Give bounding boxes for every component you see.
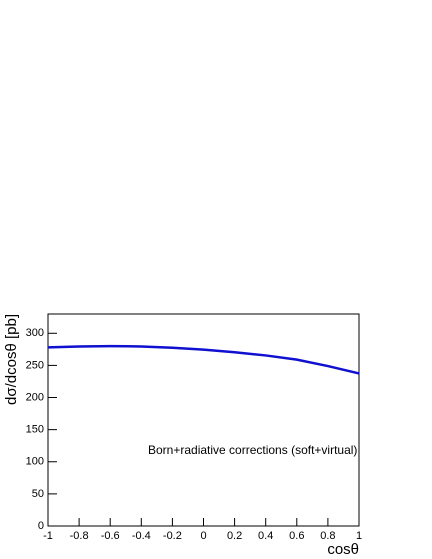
x-tick-label: 0.2 — [227, 530, 242, 542]
y-axis-title: dσ/dcosθ [pb] — [3, 314, 20, 405]
y-tick-label: 50 — [32, 488, 44, 500]
y-tick-label: 250 — [26, 359, 44, 371]
x-tick-label: 1 — [356, 530, 362, 542]
x-tick-label: -1 — [43, 530, 53, 542]
x-axis-title: cosθ — [327, 541, 359, 558]
x-tick-label: -0.4 — [132, 530, 151, 542]
y-tick-label: 300 — [26, 327, 44, 339]
x-tick-label: -0.6 — [101, 530, 120, 542]
annotation: Born+radiative corrections (soft+virtual… — [148, 443, 357, 457]
y-tick-label: 200 — [26, 391, 44, 403]
data-line — [47, 344, 360, 375]
x-tick-label: -0.2 — [163, 530, 182, 542]
y-tick-label: 100 — [26, 456, 44, 468]
x-tick-label: -0.8 — [70, 530, 89, 542]
y-tick-label: 0 — [38, 520, 44, 532]
y-tick-label: 150 — [26, 424, 44, 436]
x-tick-label: 0.4 — [258, 530, 273, 542]
x-tick-label: 0 — [200, 530, 206, 542]
x-tick-label: 0.6 — [289, 530, 304, 542]
x-tick-label: 0.8 — [320, 530, 335, 542]
